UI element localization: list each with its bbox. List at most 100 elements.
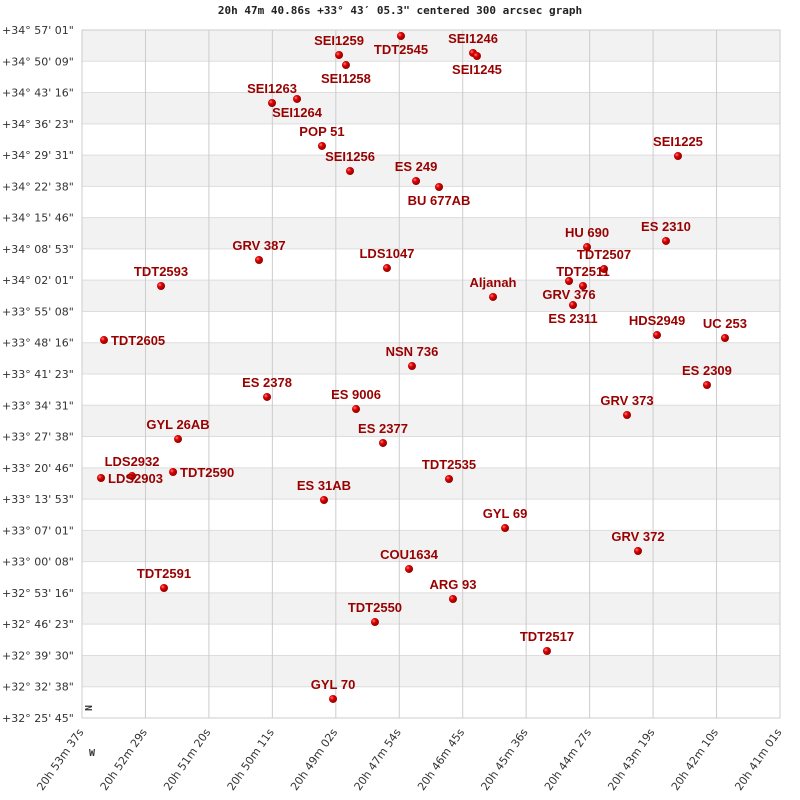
x-tick-label: 20h 53m 37s <box>34 726 86 793</box>
star-label: ARG 93 <box>429 577 476 592</box>
star-lds2903[interactable] <box>97 474 106 483</box>
star-marker[interactable] <box>489 292 498 301</box>
star-marker[interactable] <box>341 61 350 70</box>
star-marker[interactable] <box>569 301 578 310</box>
star-marker[interactable] <box>128 472 137 481</box>
star-sei1264[interactable] <box>293 94 302 103</box>
y-tick-label: +33° 41' 23" <box>2 368 74 381</box>
star-marker[interactable] <box>317 141 326 150</box>
star-marker[interactable] <box>412 177 421 186</box>
star-marker[interactable] <box>396 31 405 40</box>
star-marker[interactable] <box>653 331 662 340</box>
star-marker[interactable] <box>263 392 272 401</box>
star-marker[interactable] <box>169 468 178 477</box>
star-marker[interactable] <box>720 333 729 342</box>
star-cou1634[interactable] <box>405 564 414 573</box>
star-marker[interactable] <box>578 281 587 290</box>
star-marker[interactable] <box>472 52 481 61</box>
plot-frame <box>81 29 781 719</box>
star-marker[interactable] <box>445 474 454 483</box>
star-tdt2590[interactable] <box>169 468 178 477</box>
star-marker[interactable] <box>661 236 670 245</box>
star-bu-677ab[interactable] <box>435 182 444 191</box>
star-label: LDS2903 <box>108 471 163 486</box>
star-tdt2507[interactable] <box>600 265 609 274</box>
star-marker[interactable] <box>565 276 574 285</box>
star-marker[interactable] <box>405 564 414 573</box>
star-marker[interactable] <box>501 524 510 533</box>
star-nsn-736[interactable] <box>407 362 416 371</box>
star-marker[interactable] <box>448 594 457 603</box>
star-marker[interactable] <box>600 265 609 274</box>
star-marker[interactable] <box>254 255 263 264</box>
star-tdt2593[interactable] <box>157 281 166 290</box>
star-sei1259[interactable] <box>335 51 344 60</box>
star-tdt2591[interactable] <box>159 583 168 592</box>
star-tdt2511[interactable] <box>578 281 587 290</box>
star-es-2310[interactable] <box>661 236 670 245</box>
star-hds2949[interactable] <box>653 331 662 340</box>
star-grv-372[interactable] <box>633 547 642 556</box>
star-marker[interactable] <box>378 438 387 447</box>
star-marker[interactable] <box>268 98 277 107</box>
star-marker[interactable] <box>382 264 391 273</box>
star-sei1263[interactable] <box>268 98 277 107</box>
star-marker[interactable] <box>352 405 361 414</box>
star-arg-93[interactable] <box>448 594 457 603</box>
star-es-9006[interactable] <box>352 405 361 414</box>
star-marker[interactable] <box>673 151 682 160</box>
star-tdt2517[interactable] <box>542 646 551 655</box>
star-aljanah[interactable] <box>489 292 498 301</box>
star-label: GYL 26AB <box>146 417 209 432</box>
star-marker[interactable] <box>407 362 416 371</box>
star-marker[interactable] <box>157 281 166 290</box>
star-lds2932[interactable] <box>128 472 137 481</box>
chart-title: 20h 47m 40.86s +33° 43′ 05.3" centered 3… <box>217 4 583 17</box>
star-marker[interactable] <box>293 94 302 103</box>
star-marker[interactable] <box>329 694 338 703</box>
x-tick-label: 20h 50m 11s <box>225 726 277 793</box>
star-hu-690[interactable] <box>583 243 592 252</box>
star-es-2378[interactable] <box>263 392 272 401</box>
star-grv-373[interactable] <box>623 411 632 420</box>
star-sei1256[interactable] <box>346 166 355 175</box>
star-marker[interactable] <box>99 336 108 345</box>
star-marker[interactable] <box>633 547 642 556</box>
star-label: TDT2517 <box>520 629 574 644</box>
star-es-31ab[interactable] <box>319 495 328 504</box>
star-sei1258[interactable] <box>341 61 350 70</box>
star-sei1225[interactable] <box>673 151 682 160</box>
star-marker[interactable] <box>335 51 344 60</box>
star-lds1047[interactable] <box>382 264 391 273</box>
star-marker[interactable] <box>97 474 106 483</box>
star-marker[interactable] <box>346 166 355 175</box>
star-es-2377[interactable] <box>378 438 387 447</box>
star-tdt2545[interactable] <box>396 31 405 40</box>
star-uc-253[interactable] <box>720 333 729 342</box>
star-es-2309[interactable] <box>702 380 711 389</box>
star-pop-51[interactable] <box>317 141 326 150</box>
star-marker[interactable] <box>370 618 379 627</box>
star-marker[interactable] <box>623 411 632 420</box>
star-label: ES 2310 <box>641 219 691 234</box>
y-tick-label: +33° 00' 08" <box>2 556 74 569</box>
star-gyl-70[interactable] <box>329 694 338 703</box>
star-grv-376[interactable] <box>565 276 574 285</box>
star-es-2311[interactable] <box>569 301 578 310</box>
star-marker[interactable] <box>159 583 168 592</box>
star-tdt2550[interactable] <box>370 618 379 627</box>
star-es-249[interactable] <box>412 177 421 186</box>
star-marker[interactable] <box>542 646 551 655</box>
star-tdt2605[interactable] <box>99 336 108 345</box>
star-marker[interactable] <box>174 435 183 444</box>
star-gyl-26ab[interactable] <box>174 435 183 444</box>
star-grv-387[interactable] <box>254 255 263 264</box>
star-tdt2535[interactable] <box>445 474 454 483</box>
star-gyl-69[interactable] <box>501 524 510 533</box>
star-sei1245[interactable] <box>472 52 481 61</box>
star-marker[interactable] <box>583 243 592 252</box>
star-marker[interactable] <box>435 182 444 191</box>
star-marker[interactable] <box>319 495 328 504</box>
star-label: SEI1259 <box>314 33 364 48</box>
star-marker[interactable] <box>702 380 711 389</box>
